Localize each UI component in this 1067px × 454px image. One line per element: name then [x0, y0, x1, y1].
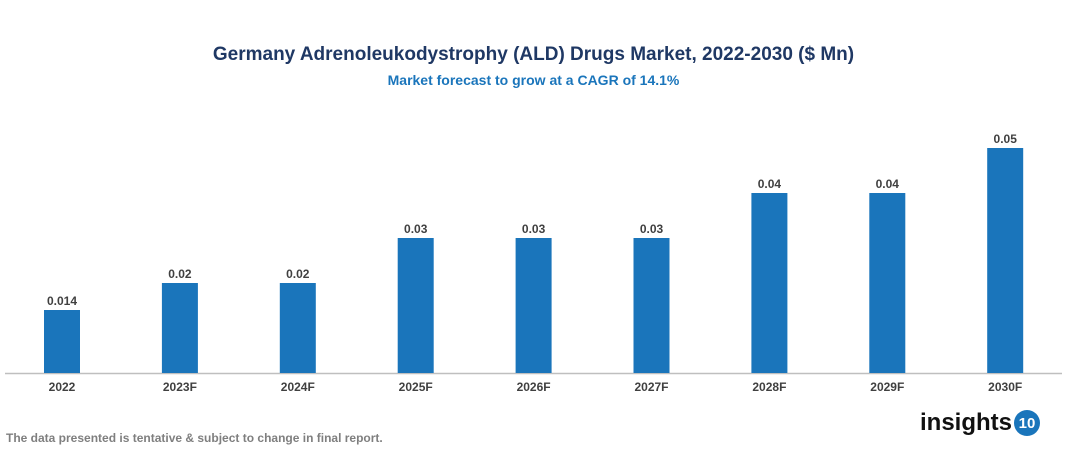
chart-subtitle: Market forecast to grow at a CAGR of 14.… [387, 72, 680, 88]
data-label: 0.02 [168, 267, 192, 281]
x-tick-label: 2025F [399, 380, 433, 394]
bar-2023F [161, 283, 198, 373]
x-tick-label: 2029F [870, 380, 904, 394]
bar-2025F [397, 238, 434, 373]
data-label: 0.02 [286, 267, 310, 281]
insights10-logo: insights 10 [920, 409, 1041, 437]
data-label: 0.05 [994, 132, 1018, 146]
bar-2024F [279, 283, 316, 373]
bar-2029F [869, 193, 906, 373]
data-label: 0.014 [47, 294, 77, 308]
x-tick-label: 2030F [988, 380, 1022, 394]
bar-2027F [633, 238, 670, 373]
x-tick-label: 2024F [281, 380, 315, 394]
x-tick-label: 2026F [517, 380, 551, 394]
x-tick-label: 2027F [634, 380, 668, 394]
data-label: 0.03 [404, 222, 428, 236]
bar-2030F [987, 148, 1024, 373]
disclaimer: The data presented is tentative & subjec… [6, 431, 383, 445]
data-label: 0.03 [522, 222, 546, 236]
logo-text: insights [920, 409, 1013, 436]
data-label: 0.04 [758, 177, 782, 191]
bar-2022 [44, 310, 80, 373]
data-label: 0.04 [876, 177, 900, 191]
x-tick-label: 2023F [163, 380, 197, 394]
bar-2028F [751, 193, 788, 373]
data-label: 0.03 [640, 222, 664, 236]
chart-title: Germany Adrenoleukodystrophy (ALD) Drugs… [212, 44, 855, 65]
bar-2026F [515, 238, 552, 373]
x-tick-label: 2022 [49, 380, 76, 394]
logo-badge: 10 [1014, 410, 1041, 436]
x-tick-label: 2028F [752, 380, 786, 394]
